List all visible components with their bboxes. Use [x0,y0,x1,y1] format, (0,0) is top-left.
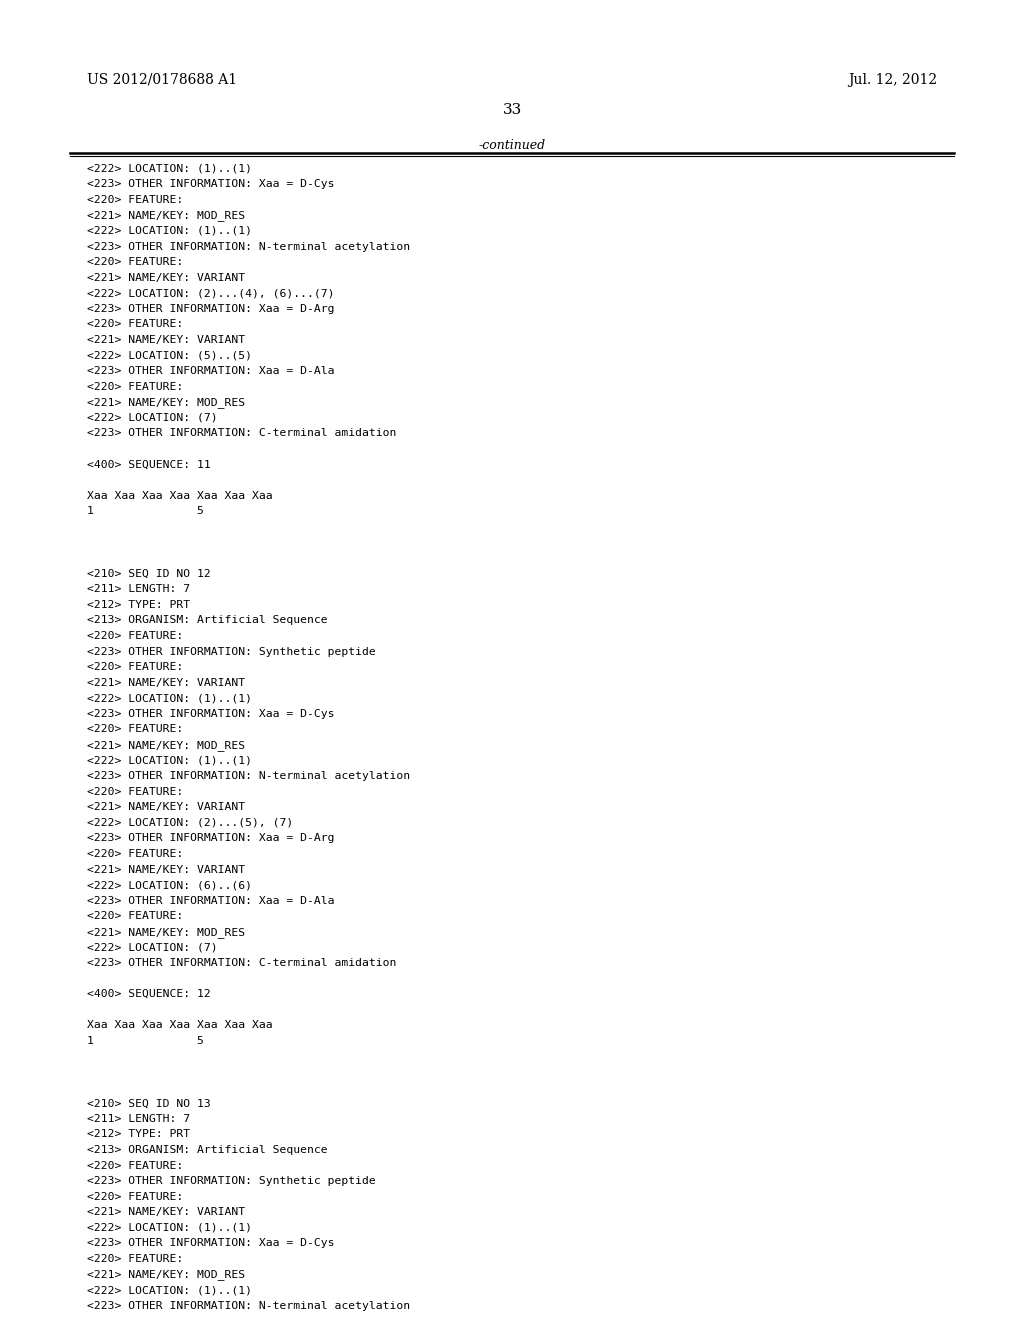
Text: <221> NAME/KEY: MOD_RES: <221> NAME/KEY: MOD_RES [87,1270,245,1280]
Text: <222> LOCATION: (1)..(1): <222> LOCATION: (1)..(1) [87,164,252,174]
Text: <220> FEATURE:: <220> FEATURE: [87,319,183,330]
Text: <223> OTHER INFORMATION: C-terminal amidation: <223> OTHER INFORMATION: C-terminal amid… [87,958,396,968]
Text: <213> ORGANISM: Artificial Sequence: <213> ORGANISM: Artificial Sequence [87,1144,328,1155]
Text: <221> NAME/KEY: VARIANT: <221> NAME/KEY: VARIANT [87,803,245,812]
Text: <222> LOCATION: (2)...(5), (7): <222> LOCATION: (2)...(5), (7) [87,818,293,828]
Text: US 2012/0178688 A1: US 2012/0178688 A1 [87,73,238,87]
Text: <223> OTHER INFORMATION: N-terminal acetylation: <223> OTHER INFORMATION: N-terminal acet… [87,1300,411,1311]
Text: <221> NAME/KEY: VARIANT: <221> NAME/KEY: VARIANT [87,677,245,688]
Text: <223> OTHER INFORMATION: Synthetic peptide: <223> OTHER INFORMATION: Synthetic pepti… [87,1176,376,1187]
Text: 1               5: 1 5 [87,1036,204,1045]
Text: <212> TYPE: PRT: <212> TYPE: PRT [87,599,190,610]
Text: <223> OTHER INFORMATION: Xaa = D-Ala: <223> OTHER INFORMATION: Xaa = D-Ala [87,366,335,376]
Text: <223> OTHER INFORMATION: Xaa = D-Cys: <223> OTHER INFORMATION: Xaa = D-Cys [87,180,335,189]
Text: <220> FEATURE:: <220> FEATURE: [87,1160,183,1171]
Text: <221> NAME/KEY: VARIANT: <221> NAME/KEY: VARIANT [87,335,245,345]
Text: <221> NAME/KEY: MOD_RES: <221> NAME/KEY: MOD_RES [87,741,245,751]
Text: <212> TYPE: PRT: <212> TYPE: PRT [87,1130,190,1139]
Text: <222> LOCATION: (7): <222> LOCATION: (7) [87,413,218,422]
Text: <220> FEATURE:: <220> FEATURE: [87,1192,183,1201]
Text: <220> FEATURE:: <220> FEATURE: [87,195,183,205]
Text: <222> LOCATION: (2)...(4), (6)...(7): <222> LOCATION: (2)...(4), (6)...(7) [87,288,335,298]
Text: <221> NAME/KEY: MOD_RES: <221> NAME/KEY: MOD_RES [87,397,245,408]
Text: <222> LOCATION: (7): <222> LOCATION: (7) [87,942,218,953]
Text: <221> NAME/KEY: VARIANT: <221> NAME/KEY: VARIANT [87,273,245,282]
Text: <211> LENGTH: 7: <211> LENGTH: 7 [87,1114,190,1123]
Text: -continued: -continued [478,139,546,152]
Text: <220> FEATURE:: <220> FEATURE: [87,663,183,672]
Text: <220> FEATURE:: <220> FEATURE: [87,257,183,267]
Text: <221> NAME/KEY: VARIANT: <221> NAME/KEY: VARIANT [87,865,245,875]
Text: <220> FEATURE:: <220> FEATURE: [87,725,183,734]
Text: <223> OTHER INFORMATION: Xaa = D-Arg: <223> OTHER INFORMATION: Xaa = D-Arg [87,833,335,843]
Text: <222> LOCATION: (1)..(1): <222> LOCATION: (1)..(1) [87,755,252,766]
Text: <220> FEATURE:: <220> FEATURE: [87,911,183,921]
Text: 33: 33 [503,103,521,117]
Text: <223> OTHER INFORMATION: Synthetic peptide: <223> OTHER INFORMATION: Synthetic pepti… [87,647,376,656]
Text: <220> FEATURE:: <220> FEATURE: [87,849,183,859]
Text: <221> NAME/KEY: VARIANT: <221> NAME/KEY: VARIANT [87,1208,245,1217]
Text: <211> LENGTH: 7: <211> LENGTH: 7 [87,585,190,594]
Text: <210> SEQ ID NO 13: <210> SEQ ID NO 13 [87,1098,211,1109]
Text: <223> OTHER INFORMATION: N-terminal acetylation: <223> OTHER INFORMATION: N-terminal acet… [87,771,411,781]
Text: Jul. 12, 2012: Jul. 12, 2012 [848,73,937,87]
Text: <210> SEQ ID NO 12: <210> SEQ ID NO 12 [87,569,211,578]
Text: <222> LOCATION: (6)..(6): <222> LOCATION: (6)..(6) [87,880,252,890]
Text: <223> OTHER INFORMATION: Xaa = D-Ala: <223> OTHER INFORMATION: Xaa = D-Ala [87,896,335,906]
Text: <223> OTHER INFORMATION: Xaa = D-Arg: <223> OTHER INFORMATION: Xaa = D-Arg [87,304,335,314]
Text: <220> FEATURE:: <220> FEATURE: [87,631,183,642]
Text: <222> LOCATION: (1)..(1): <222> LOCATION: (1)..(1) [87,693,252,704]
Text: <221> NAME/KEY: MOD_RES: <221> NAME/KEY: MOD_RES [87,210,245,222]
Text: <222> LOCATION: (5)..(5): <222> LOCATION: (5)..(5) [87,351,252,360]
Text: <400> SEQUENCE: 12: <400> SEQUENCE: 12 [87,989,211,999]
Text: <220> FEATURE:: <220> FEATURE: [87,381,183,392]
Text: <223> OTHER INFORMATION: Xaa = D-Cys: <223> OTHER INFORMATION: Xaa = D-Cys [87,709,335,719]
Text: Xaa Xaa Xaa Xaa Xaa Xaa Xaa: Xaa Xaa Xaa Xaa Xaa Xaa Xaa [87,491,272,500]
Text: <223> OTHER INFORMATION: C-terminal amidation: <223> OTHER INFORMATION: C-terminal amid… [87,429,396,438]
Text: <222> LOCATION: (1)..(1): <222> LOCATION: (1)..(1) [87,1222,252,1233]
Text: 1               5: 1 5 [87,507,204,516]
Text: <222> LOCATION: (1)..(1): <222> LOCATION: (1)..(1) [87,1286,252,1295]
Text: <221> NAME/KEY: MOD_RES: <221> NAME/KEY: MOD_RES [87,927,245,937]
Text: <220> FEATURE:: <220> FEATURE: [87,1254,183,1265]
Text: <222> LOCATION: (1)..(1): <222> LOCATION: (1)..(1) [87,226,252,236]
Text: <223> OTHER INFORMATION: Xaa = D-Cys: <223> OTHER INFORMATION: Xaa = D-Cys [87,1238,335,1249]
Text: <223> OTHER INFORMATION: N-terminal acetylation: <223> OTHER INFORMATION: N-terminal acet… [87,242,411,252]
Text: <400> SEQUENCE: 11: <400> SEQUENCE: 11 [87,459,211,470]
Text: Xaa Xaa Xaa Xaa Xaa Xaa Xaa: Xaa Xaa Xaa Xaa Xaa Xaa Xaa [87,1020,272,1031]
Text: <220> FEATURE:: <220> FEATURE: [87,787,183,797]
Text: <213> ORGANISM: Artificial Sequence: <213> ORGANISM: Artificial Sequence [87,615,328,626]
